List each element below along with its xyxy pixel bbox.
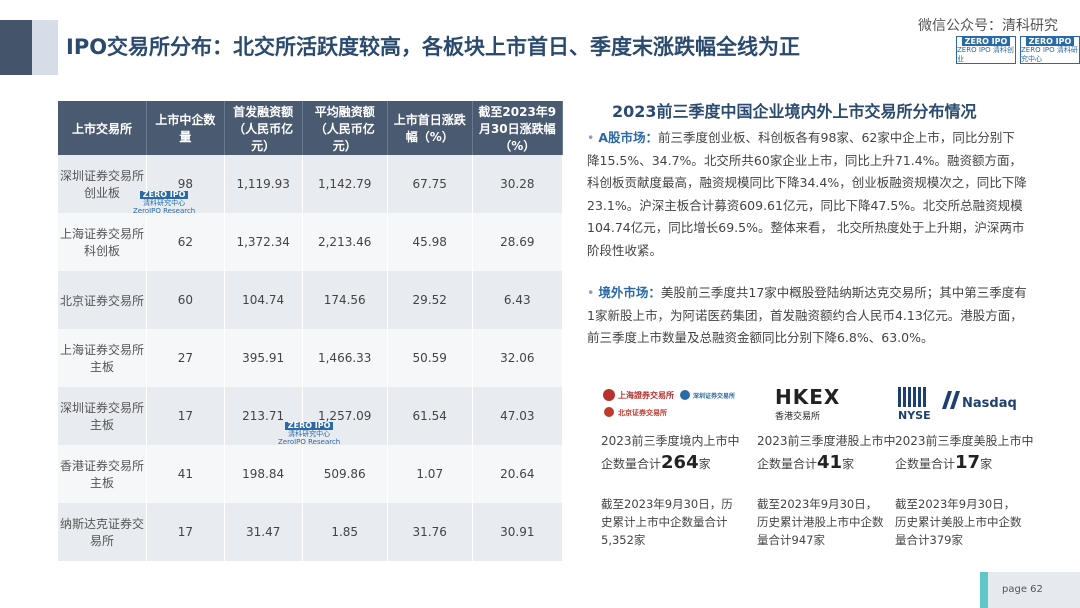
table-cell: 1,257.09 bbox=[302, 387, 388, 445]
col-ipo-amount: 首发融资额（人民币亿元） bbox=[224, 101, 303, 155]
table-cell: 2,213.46 bbox=[302, 213, 388, 271]
domestic-exchanges-logo: 上海證券交易所 深圳证券交易所 北京证券交易所 bbox=[601, 386, 751, 424]
table-cell: 1.07 bbox=[387, 445, 473, 503]
table-cell: 1,372.34 bbox=[224, 213, 303, 271]
logo-row: ZERO IPO ZERO IPO 清科创业 ZERO IPO ZERO IPO 清… bbox=[956, 36, 1080, 64]
table-cell: 1,142.79 bbox=[302, 155, 388, 213]
table-cell: 98 bbox=[146, 155, 225, 213]
table-cell: 1,466.33 bbox=[302, 329, 388, 387]
table-cell-exchange: 深圳证券交易所主板 bbox=[58, 387, 148, 445]
a-share-paragraph: • A股市场：前三季度创业板、科创板各有98家、62家中企上市，同比分别下降15… bbox=[587, 127, 1027, 262]
us-note: 截至2023年9月30日，历史累计美股上市中企数量合计379家 bbox=[895, 497, 1022, 547]
bullet-icon: • bbox=[587, 130, 595, 145]
table-cell: 198.84 bbox=[224, 445, 303, 503]
us-exchanges-logo: NYSE Nasdaq bbox=[896, 385, 1026, 425]
wechat-account: 微信公众号：清科研究 bbox=[918, 18, 1058, 34]
page-number: page 62 bbox=[1002, 584, 1043, 595]
hkex-wordmark: HKEX bbox=[775, 385, 841, 409]
overseas-label: 境外市场： bbox=[598, 285, 661, 300]
table-cell: 174.56 bbox=[302, 271, 388, 329]
page-accent bbox=[980, 572, 988, 608]
nyse-nasdaq-icon: NYSE Nasdaq bbox=[898, 387, 1017, 422]
table-cell-exchange: 上海证券交易所主板 bbox=[58, 329, 148, 387]
overseas-text: 美股前三季度共17家中概股登陆纳斯达克交易所；其中第三季度有1家新股上市，为阿诺… bbox=[587, 285, 1027, 345]
bullet-icon: • bbox=[587, 285, 595, 300]
table-cell: 6.43 bbox=[472, 271, 564, 329]
table-cell-exchange: 上海证券交易所科创板 bbox=[58, 213, 148, 271]
header-band bbox=[0, 20, 32, 75]
table-row: 深圳证券交易所创业板 98 1,119.93 1,142.79 67.75 30.28 bbox=[58, 155, 564, 213]
hk-stat: 2023前三季度港股上市中企数量合计41家 bbox=[757, 434, 896, 473]
table-cell: 61.54 bbox=[387, 387, 473, 445]
table-cell: 29.52 bbox=[387, 271, 473, 329]
col-sep30: 截至2023年9月30日涨跌幅（%） bbox=[472, 101, 564, 155]
table-cell: 17 bbox=[146, 387, 225, 445]
table-cell-exchange: 香港证券交易所主板 bbox=[58, 445, 148, 503]
table-row: 上海证券交易所主板 27 395.91 1,466.33 50.59 32.06 bbox=[58, 329, 564, 387]
col-count: 上市中企数量 bbox=[146, 101, 225, 155]
watermark-logo: ZERO IPO 清科研究中心 ZeroIPO Research bbox=[133, 190, 196, 216]
col-avg-amount: 平均融资额（人民币亿元） bbox=[302, 101, 388, 155]
table-cell: 509.86 bbox=[302, 445, 388, 503]
table-cell: 1,119.93 bbox=[224, 155, 303, 213]
domestic-stat: 2023前三季度境内上市中企数量合计264家 bbox=[601, 434, 740, 473]
domestic-exchanges-icon: 上海證券交易所 深圳证券交易所 北京证券交易所 bbox=[603, 389, 735, 417]
table-cell: 20.64 bbox=[472, 445, 564, 503]
table-cell: 395.91 bbox=[224, 329, 303, 387]
table-cell: 31.47 bbox=[224, 503, 303, 561]
table-row: 深圳证券交易所主板 17 213.71 1,257.09 61.54 47.03 bbox=[58, 387, 564, 445]
table-cell: 60 bbox=[146, 271, 225, 329]
a-share-label: A股市场： bbox=[598, 130, 659, 145]
page-title: IPO交易所分布：北交所活跃度较高，各板块上市首日、季度末涨跌幅全线为正 bbox=[66, 35, 801, 59]
table-cell: 62 bbox=[146, 213, 225, 271]
col-exchange: 上市交易所 bbox=[58, 101, 148, 155]
a-share-text: 前三季度创业板、科创板各有98家、62家中企上市，同比分别下降15.5%、34.… bbox=[587, 130, 1027, 258]
table-cell: 213.71 bbox=[224, 387, 303, 445]
table-cell-exchange: 深圳证券交易所创业板 bbox=[58, 155, 148, 213]
hk-note: 截至2023年9月30日，历史累计港股上市中企数量合计947家 bbox=[757, 497, 884, 547]
table-row: 香港证券交易所主板 41 198.84 509.86 1.07 20.64 bbox=[58, 445, 564, 503]
hkex-logo: HKEX 香港交易所 bbox=[775, 385, 840, 422]
table-row: 北京证券交易所 60 104.74 174.56 29.52 6.43 bbox=[58, 271, 564, 329]
overseas-paragraph: • 境外市场：美股前三季度共17家中概股登陆纳斯达克交易所；其中第三季度有1家新… bbox=[587, 282, 1027, 350]
zeroipo-research-logo: ZERO IPO ZERO IPO 清科研究中心 bbox=[1020, 36, 1080, 64]
col-first-day: 上市首日涨跌幅（%） bbox=[387, 101, 473, 155]
table-cell: 67.75 bbox=[387, 155, 473, 213]
table-cell-exchange: 纳斯达克证券交易所 bbox=[58, 503, 148, 561]
hkex-subtitle: 香港交易所 bbox=[775, 412, 821, 422]
table-cell: 30.28 bbox=[472, 155, 564, 213]
section-heading: 2023前三季度中国企业境内外上市交易所分布情况 bbox=[612, 102, 977, 121]
table-cell: 32.06 bbox=[472, 329, 564, 387]
domestic-note: 截至2023年9月30日，历史累计上市中企数量合计5,352家 bbox=[601, 497, 733, 547]
svg-text:北京证券交易所: 北京证券交易所 bbox=[618, 408, 667, 417]
table-row: 纳斯达克证券交易所 17 31.47 1.85 31.76 30.91 bbox=[58, 503, 564, 561]
table-cell: 45.98 bbox=[387, 213, 473, 271]
table-cell: 27 bbox=[146, 329, 225, 387]
watermark-logo: ZERO IPO 清科研究中心 ZeroIPO Research bbox=[278, 421, 341, 447]
table-cell: 50.59 bbox=[387, 329, 473, 387]
ipo-exchange-table: 上市交易所 上市中企数量 首发融资额（人民币亿元） 平均融资额（人民币亿元） 上… bbox=[58, 101, 564, 561]
table-cell: 1.85 bbox=[302, 503, 388, 561]
table-cell: 104.74 bbox=[224, 271, 303, 329]
table-cell: 31.76 bbox=[387, 503, 473, 561]
svg-text:NYSE: NYSE bbox=[898, 409, 931, 421]
table-cell: 30.91 bbox=[472, 503, 564, 561]
table-row: 上海证券交易所科创板 62 1,372.34 2,213.46 45.98 28.69 bbox=[58, 213, 564, 271]
svg-text:Nasdaq: Nasdaq bbox=[962, 396, 1017, 411]
table-cell: 47.03 bbox=[472, 387, 564, 445]
zeroipo-logo: ZERO IPO ZERO IPO 清科创业 bbox=[956, 36, 1016, 64]
table-cell: 17 bbox=[146, 503, 225, 561]
page-bar bbox=[980, 572, 1080, 608]
table-cell: 41 bbox=[146, 445, 225, 503]
table-cell-exchange: 北京证券交易所 bbox=[58, 271, 148, 329]
us-stat: 2023前三季度美股上市中企数量合计17家 bbox=[895, 434, 1034, 473]
table-header-row: 上市交易所 上市中企数量 首发融资额（人民币亿元） 平均融资额（人民币亿元） 上… bbox=[58, 101, 564, 155]
svg-text:深圳证券交易所: 深圳证券交易所 bbox=[693, 392, 735, 400]
svg-text:上海證券交易所: 上海證券交易所 bbox=[618, 390, 674, 400]
table-cell: 28.69 bbox=[472, 213, 564, 271]
